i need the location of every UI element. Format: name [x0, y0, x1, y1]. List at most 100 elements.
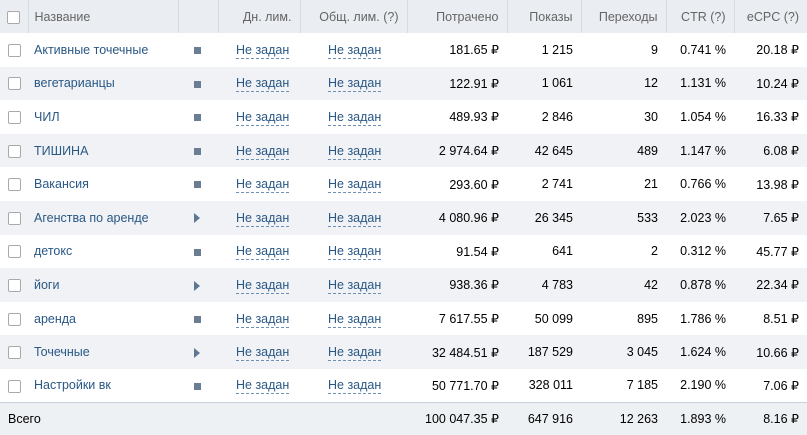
impressions-cell: 4 783 — [541, 277, 573, 292]
status-toggle-cell[interactable] — [178, 100, 218, 134]
status-toggle-cell[interactable] — [178, 167, 218, 201]
campaign-name-link[interactable]: ЧИЛ — [34, 109, 60, 124]
day-limit-link[interactable]: Не задан — [236, 177, 290, 194]
row-checkbox[interactable] — [7, 77, 21, 91]
day-limit-link[interactable]: Не задан — [236, 244, 290, 261]
campaign-name-cell: Активные точечные — [28, 33, 178, 67]
header-ctr[interactable]: CTR (?) — [666, 0, 735, 33]
total-limit-link[interactable]: Не задан — [328, 109, 382, 126]
stop-icon[interactable] — [194, 315, 201, 323]
status-toggle-cell[interactable] — [178, 33, 218, 67]
stop-icon[interactable] — [194, 181, 201, 189]
total-limit-cell: Не задан — [300, 235, 407, 269]
row-checkbox-cell[interactable] — [0, 335, 28, 369]
header-impressions[interactable]: Показы — [507, 0, 582, 33]
row-checkbox[interactable] — [7, 245, 21, 259]
row-checkbox-cell[interactable] — [0, 100, 28, 134]
status-toggle-cell[interactable] — [178, 268, 218, 302]
campaign-name-link[interactable]: аренда — [34, 311, 77, 326]
header-spent[interactable]: Потрачено — [407, 0, 508, 33]
select-all-checkbox-cell[interactable] — [0, 0, 29, 33]
status-toggle-cell[interactable] — [178, 302, 218, 336]
row-checkbox-cell[interactable] — [0, 369, 28, 403]
row-checkbox-cell[interactable] — [0, 67, 28, 101]
play-icon[interactable] — [194, 280, 200, 291]
campaign-name-link[interactable]: вегетарианцы — [34, 76, 115, 91]
total-limit-cell: Не задан — [300, 335, 407, 369]
stop-icon[interactable] — [194, 382, 201, 390]
impressions-cell: 26 345 — [534, 210, 573, 225]
stop-icon[interactable] — [194, 47, 201, 54]
day-limit-link[interactable]: Не задан — [236, 378, 290, 395]
campaign-name-cell: ТИШИНА — [28, 134, 178, 168]
campaign-name-link[interactable]: Активные точечные — [34, 42, 149, 57]
total-limit-link[interactable]: Не задан — [328, 177, 382, 194]
total-limit-link[interactable]: Не задан — [328, 143, 382, 160]
stop-icon[interactable] — [194, 114, 201, 122]
day-limit-link[interactable]: Не задан — [236, 210, 290, 227]
impressions-cell: 187 529 — [527, 345, 573, 360]
row-checkbox-cell[interactable] — [0, 33, 28, 67]
play-icon[interactable] — [194, 213, 200, 224]
stop-icon[interactable] — [194, 147, 201, 155]
ecpc-cell: 22.34 ₽ — [756, 278, 799, 293]
campaign-name-link[interactable]: йоги — [34, 277, 60, 292]
row-checkbox[interactable] — [7, 312, 21, 326]
total-limit-link[interactable]: Не задан — [328, 277, 382, 294]
row-checkbox-cell[interactable] — [0, 268, 28, 302]
campaign-name-cell: Вакансия — [28, 167, 178, 201]
day-limit-link[interactable]: Не задан — [236, 143, 290, 160]
header-name[interactable]: Название — [28, 0, 179, 33]
header-clicks[interactable]: Переходы — [581, 0, 667, 33]
row-checkbox[interactable] — [7, 43, 21, 57]
ecpc-cell: 45.77 ₽ — [756, 244, 799, 259]
day-limit-link[interactable]: Не задан — [236, 76, 290, 93]
status-toggle-cell[interactable] — [178, 201, 218, 235]
row-checkbox-cell[interactable] — [0, 201, 28, 235]
day-limit-link[interactable]: Не задан — [236, 311, 290, 328]
status-toggle-cell[interactable] — [178, 134, 218, 168]
stop-icon[interactable] — [194, 80, 201, 88]
play-icon[interactable] — [194, 347, 200, 358]
status-toggle-cell[interactable] — [178, 67, 218, 101]
status-toggle-cell[interactable] — [178, 335, 218, 369]
header-total-limit[interactable]: Общ. лим. (?) — [300, 0, 408, 33]
header-ecpc[interactable]: eCPC (?) — [746, 9, 799, 24]
row-checkbox[interactable] — [7, 379, 21, 393]
total-limit-link[interactable]: Не задан — [328, 311, 382, 328]
header-day-limit[interactable]: Дн. лим. — [218, 0, 301, 33]
total-limit-link[interactable]: Не задан — [328, 244, 382, 261]
total-limit-link[interactable]: Не задан — [328, 378, 382, 395]
select-all-checkbox[interactable] — [7, 10, 21, 24]
day-limit-link[interactable]: Не задан — [236, 109, 290, 126]
day-limit-link[interactable]: Не задан — [236, 42, 290, 59]
row-checkbox-cell[interactable] — [0, 134, 28, 168]
row-checkbox-cell[interactable] — [0, 167, 28, 201]
day-limit-cell: Не задан — [218, 201, 300, 235]
total-limit-link[interactable]: Не задан — [328, 210, 382, 227]
campaign-name-link[interactable]: детокс — [34, 244, 73, 259]
total-limit-link[interactable]: Не задан — [328, 76, 382, 93]
day-limit-cell: Не задан — [218, 67, 300, 101]
campaign-name-link[interactable]: Вакансия — [34, 177, 89, 192]
day-limit-link[interactable]: Не задан — [236, 345, 290, 362]
total-limit-link[interactable]: Не задан — [328, 42, 382, 59]
row-checkbox[interactable] — [7, 144, 21, 158]
row-checkbox[interactable] — [7, 178, 21, 192]
row-checkbox[interactable] — [7, 111, 21, 125]
day-limit-link[interactable]: Не задан — [236, 277, 290, 294]
campaign-name-link[interactable]: Настройки вк — [34, 378, 111, 393]
status-toggle-cell[interactable] — [178, 235, 218, 269]
row-checkbox-cell[interactable] — [0, 302, 28, 336]
stop-icon[interactable] — [194, 248, 201, 256]
campaign-name-link[interactable]: Точечные — [34, 345, 90, 360]
table-row: ЧИЛ Не задан Не задан 489.93 ₽ 2 846 30 1.054 … — [0, 100, 807, 134]
row-checkbox[interactable] — [7, 211, 21, 225]
row-checkbox[interactable] — [7, 346, 21, 360]
total-limit-link[interactable]: Не задан — [328, 345, 382, 362]
status-toggle-cell[interactable] — [178, 369, 218, 403]
row-checkbox-cell[interactable] — [0, 235, 28, 269]
campaign-name-link[interactable]: Агенства по аренде — [34, 210, 149, 225]
row-checkbox[interactable] — [7, 279, 21, 293]
campaign-name-link[interactable]: ТИШИНА — [34, 143, 89, 158]
